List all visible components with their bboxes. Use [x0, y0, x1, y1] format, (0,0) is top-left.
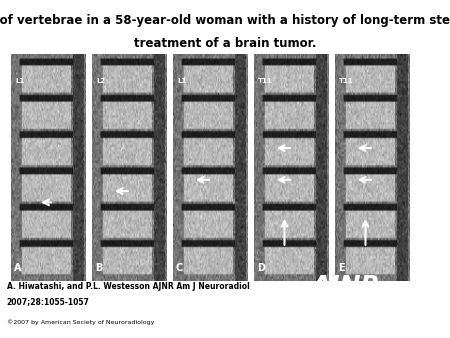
Text: L1: L1: [15, 78, 24, 84]
Text: B: B: [95, 263, 102, 273]
Text: ©2007 by American Society of Neuroradiology: ©2007 by American Society of Neuroradiol…: [7, 319, 154, 325]
Text: AJNR: AJNR: [312, 273, 381, 297]
Text: AMERICAN JOURNAL OF NEURORADIOLOGY: AMERICAN JOURNAL OF NEURORADIOLOGY: [294, 310, 399, 315]
Text: A. Hiwatashi, and P.L. Westesson AJNR Am J Neuroradiol: A. Hiwatashi, and P.L. Westesson AJNR Am…: [7, 282, 249, 291]
Text: A: A: [14, 263, 22, 273]
Text: C: C: [176, 263, 183, 273]
Text: L2: L2: [96, 78, 105, 84]
Text: 2007;28:1055-1057: 2007;28:1055-1057: [7, 297, 90, 307]
Text: D: D: [257, 263, 265, 273]
Text: treatment of a brain tumor.: treatment of a brain tumor.: [134, 37, 316, 50]
Text: T11: T11: [258, 78, 273, 84]
Text: L1: L1: [177, 78, 186, 84]
Text: T11: T11: [339, 78, 354, 84]
Text: MR images of vertebrae in a 58-year-old woman with a history of long-term steroi: MR images of vertebrae in a 58-year-old …: [0, 14, 450, 26]
Text: E: E: [338, 263, 345, 273]
